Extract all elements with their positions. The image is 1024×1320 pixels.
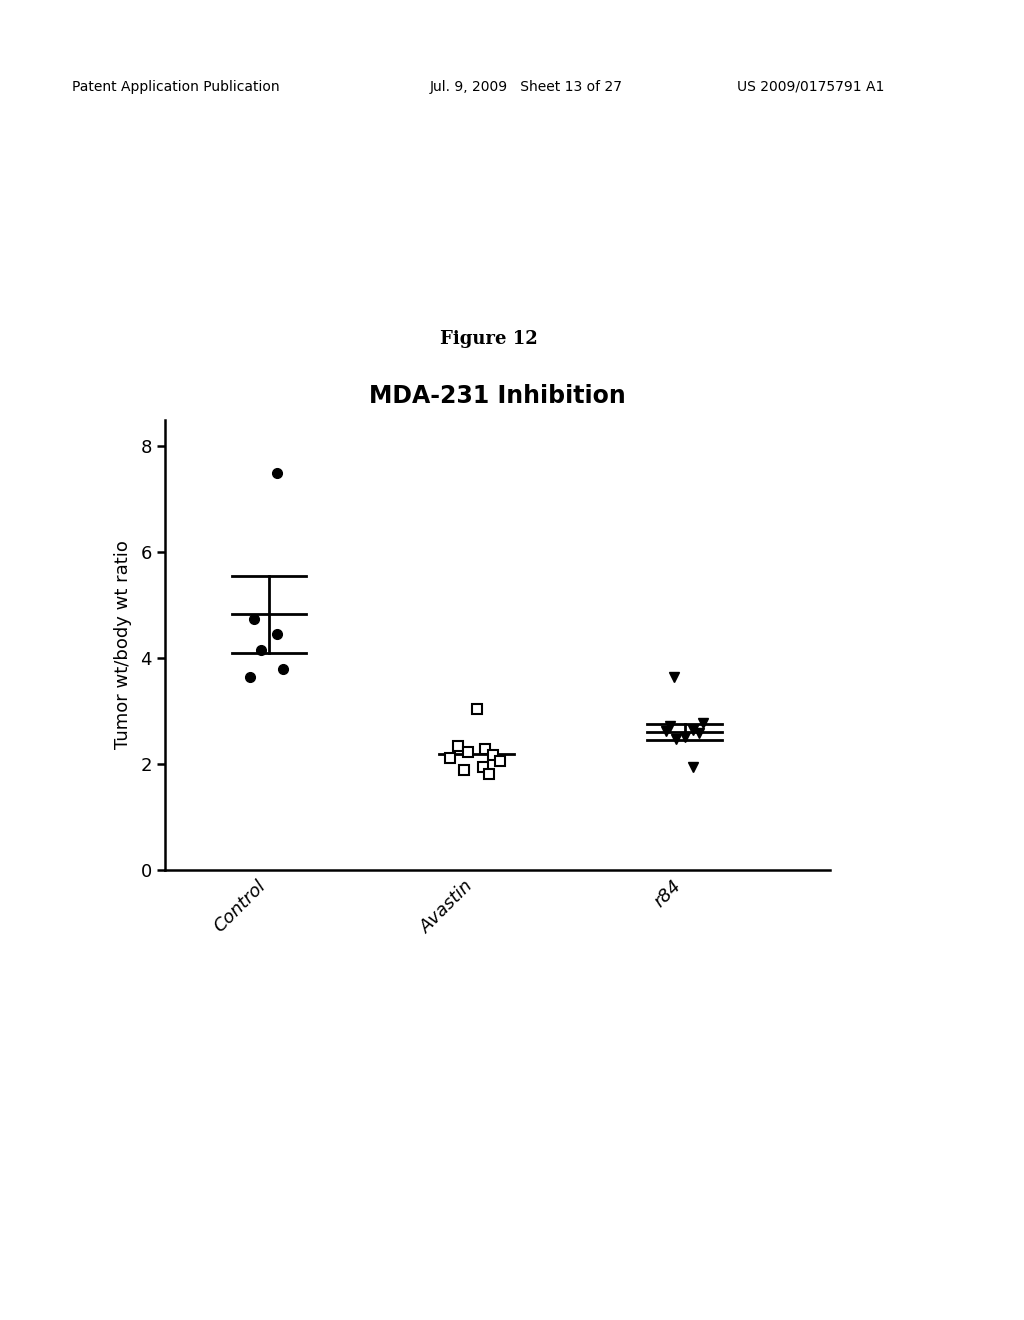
Text: Patent Application Publication: Patent Application Publication <box>72 81 280 94</box>
Y-axis label: Tumor wt/body wt ratio: Tumor wt/body wt ratio <box>114 541 132 750</box>
Text: US 2009/0175791 A1: US 2009/0175791 A1 <box>737 81 885 94</box>
Text: Jul. 9, 2009   Sheet 13 of 27: Jul. 9, 2009 Sheet 13 of 27 <box>430 81 623 94</box>
Text: Figure 12: Figure 12 <box>440 330 538 348</box>
Title: MDA-231 Inhibition: MDA-231 Inhibition <box>369 384 626 408</box>
